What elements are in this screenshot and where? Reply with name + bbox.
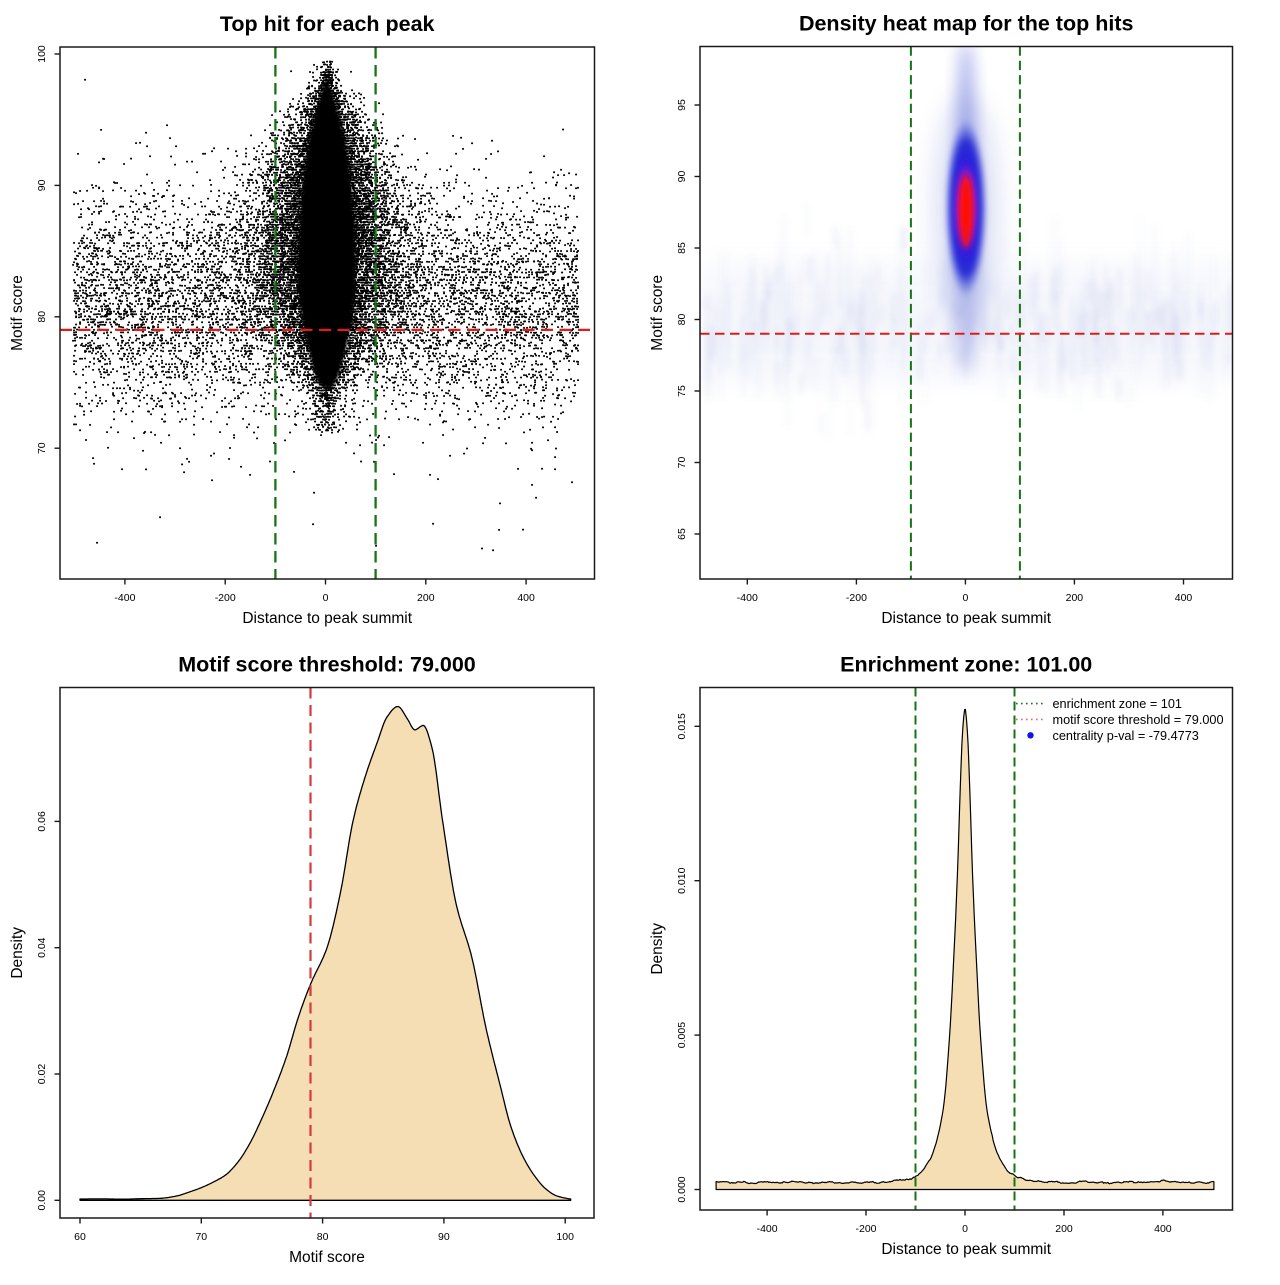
svg-text:90: 90 xyxy=(36,179,48,191)
svg-text:0: 0 xyxy=(962,592,968,604)
svg-text:0.000: 0.000 xyxy=(676,1176,688,1202)
svg-text:200: 200 xyxy=(1066,592,1084,604)
svg-text:70: 70 xyxy=(676,457,688,469)
svg-text:Motif score: Motif score xyxy=(289,1249,365,1266)
svg-text:0.015: 0.015 xyxy=(676,713,688,739)
svg-text:Top hit for each peak: Top hit for each peak xyxy=(220,12,435,36)
svg-text:Density heat map for the top h: Density heat map for the top hits xyxy=(799,12,1134,36)
svg-text:400: 400 xyxy=(517,592,535,604)
svg-text:70: 70 xyxy=(195,1231,207,1243)
svg-text:0: 0 xyxy=(962,1223,968,1235)
svg-text:90: 90 xyxy=(676,171,688,183)
svg-text:Motif score: Motif score xyxy=(649,275,666,351)
svg-text:80: 80 xyxy=(676,314,688,326)
svg-text:80: 80 xyxy=(317,1231,329,1243)
svg-text:0.010: 0.010 xyxy=(676,867,688,893)
svg-text:-400: -400 xyxy=(114,592,135,604)
svg-text:0.02: 0.02 xyxy=(36,1064,48,1085)
svg-text:Motif score threshold: 79.000: Motif score threshold: 79.000 xyxy=(178,653,476,677)
svg-text:motif score threshold = 79.000: motif score threshold = 79.000 xyxy=(1053,713,1224,727)
svg-text:Density: Density xyxy=(9,927,26,979)
svg-text:-200: -200 xyxy=(215,592,236,604)
svg-text:-200: -200 xyxy=(846,592,867,604)
svg-text:95: 95 xyxy=(676,99,688,111)
svg-text:75: 75 xyxy=(676,385,688,397)
svg-text:60: 60 xyxy=(74,1231,86,1243)
svg-text:enrichment zone = 101: enrichment zone = 101 xyxy=(1053,697,1182,711)
svg-text:Distance to peak summit: Distance to peak summit xyxy=(881,1241,1051,1258)
svg-text:0.06: 0.06 xyxy=(36,811,48,832)
svg-text:200: 200 xyxy=(1055,1223,1073,1235)
svg-text:70: 70 xyxy=(36,442,48,454)
svg-text:0: 0 xyxy=(323,592,329,604)
svg-text:80: 80 xyxy=(36,311,48,323)
svg-text:centrality p-val = -79.4773: centrality p-val = -79.4773 xyxy=(1053,729,1199,743)
svg-text:400: 400 xyxy=(1154,1223,1172,1235)
svg-text:Enrichment zone: 101.00: Enrichment zone: 101.00 xyxy=(840,653,1092,677)
svg-text:200: 200 xyxy=(417,592,435,604)
svg-text:400: 400 xyxy=(1175,592,1193,604)
svg-text:Density: Density xyxy=(649,923,666,975)
svg-text:100: 100 xyxy=(36,45,48,63)
svg-text:Distance to peak summit: Distance to peak summit xyxy=(242,610,412,627)
svg-text:Motif score: Motif score xyxy=(9,275,26,351)
svg-text:0.005: 0.005 xyxy=(676,1022,688,1048)
svg-text:0.00: 0.00 xyxy=(36,1190,48,1211)
svg-text:-400: -400 xyxy=(737,592,758,604)
svg-text:100: 100 xyxy=(556,1231,574,1243)
svg-text:Distance to peak summit: Distance to peak summit xyxy=(881,610,1051,627)
svg-text:65: 65 xyxy=(676,528,688,540)
svg-text:-400: -400 xyxy=(757,1223,778,1235)
svg-text:85: 85 xyxy=(676,242,688,254)
svg-text:90: 90 xyxy=(438,1231,450,1243)
svg-text:-200: -200 xyxy=(855,1223,876,1235)
svg-text:0.04: 0.04 xyxy=(36,937,48,958)
